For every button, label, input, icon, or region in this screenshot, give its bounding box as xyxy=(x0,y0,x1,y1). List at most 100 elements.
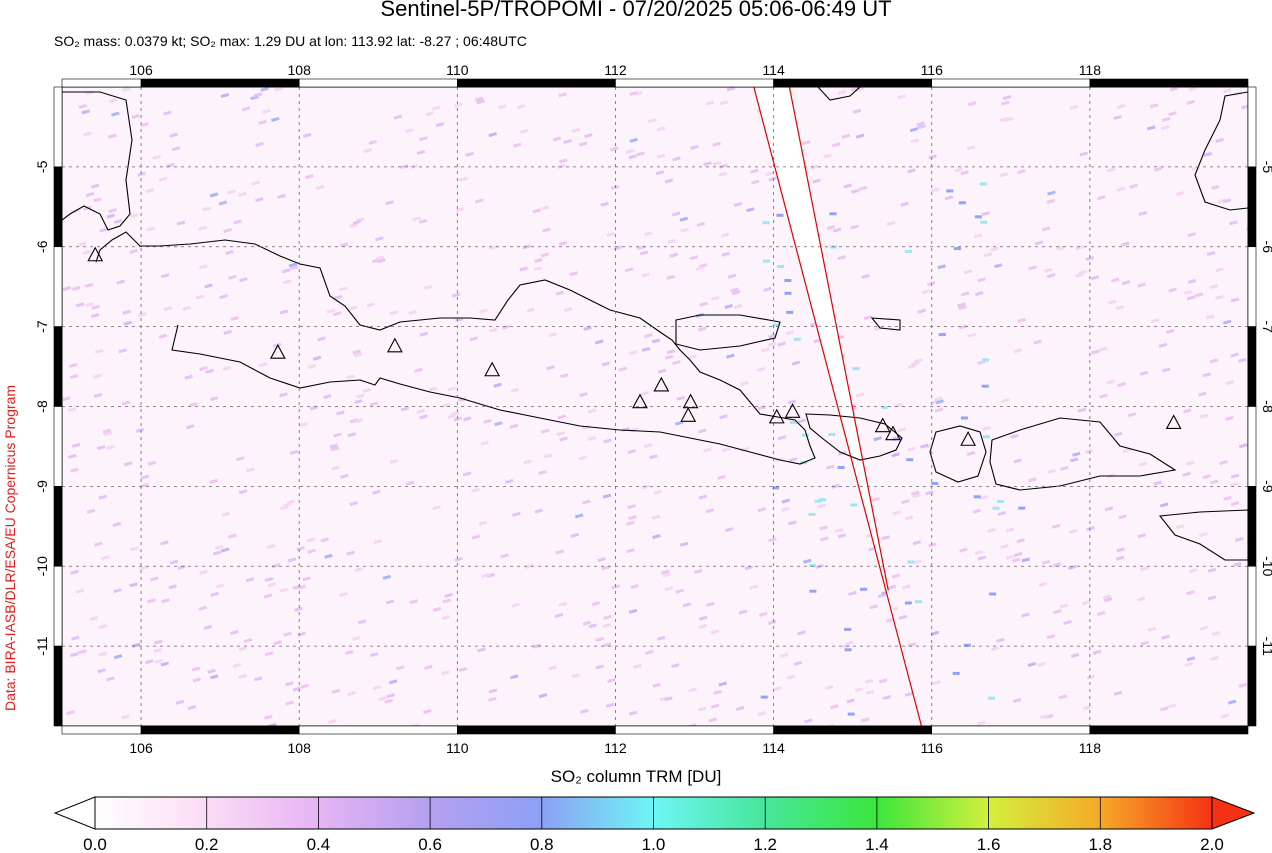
so2-pixel xyxy=(253,92,263,98)
so2-pixel-high xyxy=(907,560,915,564)
so2-pixel xyxy=(733,303,743,309)
lon-label-top: 116 xyxy=(921,62,944,78)
so2-pixel xyxy=(516,104,526,110)
frame-bar-top xyxy=(931,78,1091,88)
so2-pixel xyxy=(1227,699,1237,705)
swath-edge-line xyxy=(788,87,889,591)
so2-pixel-high xyxy=(979,182,987,186)
so2-pixel xyxy=(768,176,777,182)
volcano-marker xyxy=(484,361,501,377)
so2-pixel xyxy=(382,574,392,580)
so2-pixel xyxy=(740,380,749,386)
so2-pixel xyxy=(712,141,721,147)
so2-pixel xyxy=(1010,433,1019,439)
so2-pixel xyxy=(954,167,963,173)
so2-pixel xyxy=(587,436,597,441)
so2-pixel xyxy=(317,336,326,342)
so2-pixel xyxy=(957,302,966,308)
so2-pixel xyxy=(90,183,100,189)
so2-pixel xyxy=(493,382,502,388)
so2-pixel xyxy=(1117,382,1126,388)
so2-pixel-high xyxy=(763,259,770,263)
so2-pixel xyxy=(223,329,232,335)
so2-pixel xyxy=(781,498,791,504)
so2-pixel xyxy=(332,311,342,317)
so2-pixel xyxy=(911,361,920,367)
so2-pixel xyxy=(368,139,378,145)
so2-pixel xyxy=(282,268,291,274)
so2-pixel xyxy=(245,577,255,583)
so2-pixel xyxy=(644,333,653,339)
so2-pixel xyxy=(664,178,674,184)
orbit-swath-edges xyxy=(753,87,923,726)
so2-pixel xyxy=(510,674,519,680)
so2-pixel xyxy=(618,366,628,372)
so2-pixel xyxy=(101,555,110,561)
so2-pixel xyxy=(719,414,728,420)
so2-pixel xyxy=(333,432,342,438)
so2-pixel xyxy=(131,114,140,119)
so2-pixel xyxy=(571,673,580,679)
so2-pixel xyxy=(346,550,355,556)
so2-pixel xyxy=(559,158,568,164)
so2-pixel xyxy=(75,588,85,594)
so2-pixel xyxy=(1040,714,1049,720)
so2-pixel-high xyxy=(946,189,954,193)
so2-pixel xyxy=(363,148,372,154)
so2-pixel xyxy=(255,142,264,147)
so2-pixel xyxy=(425,111,434,117)
so2-pixel xyxy=(478,520,488,526)
frame-bar-top xyxy=(61,78,142,88)
so2-pixel xyxy=(1137,533,1147,539)
so2-pixel xyxy=(652,534,661,539)
so2-pixel xyxy=(419,331,429,337)
so2-pixel-high xyxy=(786,310,794,314)
so2-pixel xyxy=(1052,609,1062,615)
so2-pixel xyxy=(70,467,79,473)
colorbar-ticks: 0.0 0.2 0.4 0.6 0.8 1.0 1.2 1.4 1.6 1.8 2.0 xyxy=(83,797,1224,853)
so2-pixel xyxy=(570,532,580,538)
so2-pixel xyxy=(727,273,737,279)
so2-pixel xyxy=(339,592,348,598)
so2-pixel xyxy=(108,208,117,214)
so2-pixel xyxy=(1184,290,1193,295)
so2-pixel xyxy=(323,394,332,400)
so2-pixel xyxy=(1215,137,1224,143)
so2-pixel xyxy=(289,449,299,455)
so2-pixel xyxy=(523,459,532,465)
so2-pixel xyxy=(930,630,940,636)
so2-pixel xyxy=(1004,117,1014,122)
so2-pixel xyxy=(651,338,661,344)
so2-pixel xyxy=(297,631,307,637)
so2-pixel xyxy=(1186,656,1196,662)
volcano-marker xyxy=(874,417,891,433)
so2-pixel xyxy=(428,386,438,392)
volcano-marker xyxy=(784,403,801,418)
so2-pixel xyxy=(138,312,147,318)
so2-pixel xyxy=(1187,232,1197,238)
so2-pixel xyxy=(672,360,681,366)
so2-pixel xyxy=(1047,190,1056,196)
so2-pixel xyxy=(118,348,128,354)
so2-pixel xyxy=(463,416,472,422)
so2-pixel xyxy=(524,563,534,569)
so2-pixel xyxy=(1106,379,1115,385)
so2-pixel xyxy=(465,151,474,157)
so2-pixel xyxy=(1121,241,1130,247)
so2-pixel xyxy=(1230,501,1240,507)
so2-pixel xyxy=(967,101,977,107)
so2-pixel xyxy=(130,213,139,219)
so2-pixel xyxy=(137,171,146,177)
so2-pixel xyxy=(218,200,228,206)
so2-pixel xyxy=(1200,413,1209,419)
frame-bar-right xyxy=(1247,246,1257,327)
so2-pixel xyxy=(1222,198,1232,204)
so2-pixel xyxy=(336,410,345,416)
so2-pixel xyxy=(726,87,736,92)
so2-pixel xyxy=(699,301,709,307)
so2-pixel xyxy=(191,666,201,672)
so2-pixel xyxy=(160,273,170,279)
so2-pixel xyxy=(934,396,943,402)
so2-pixel xyxy=(1090,349,1100,355)
